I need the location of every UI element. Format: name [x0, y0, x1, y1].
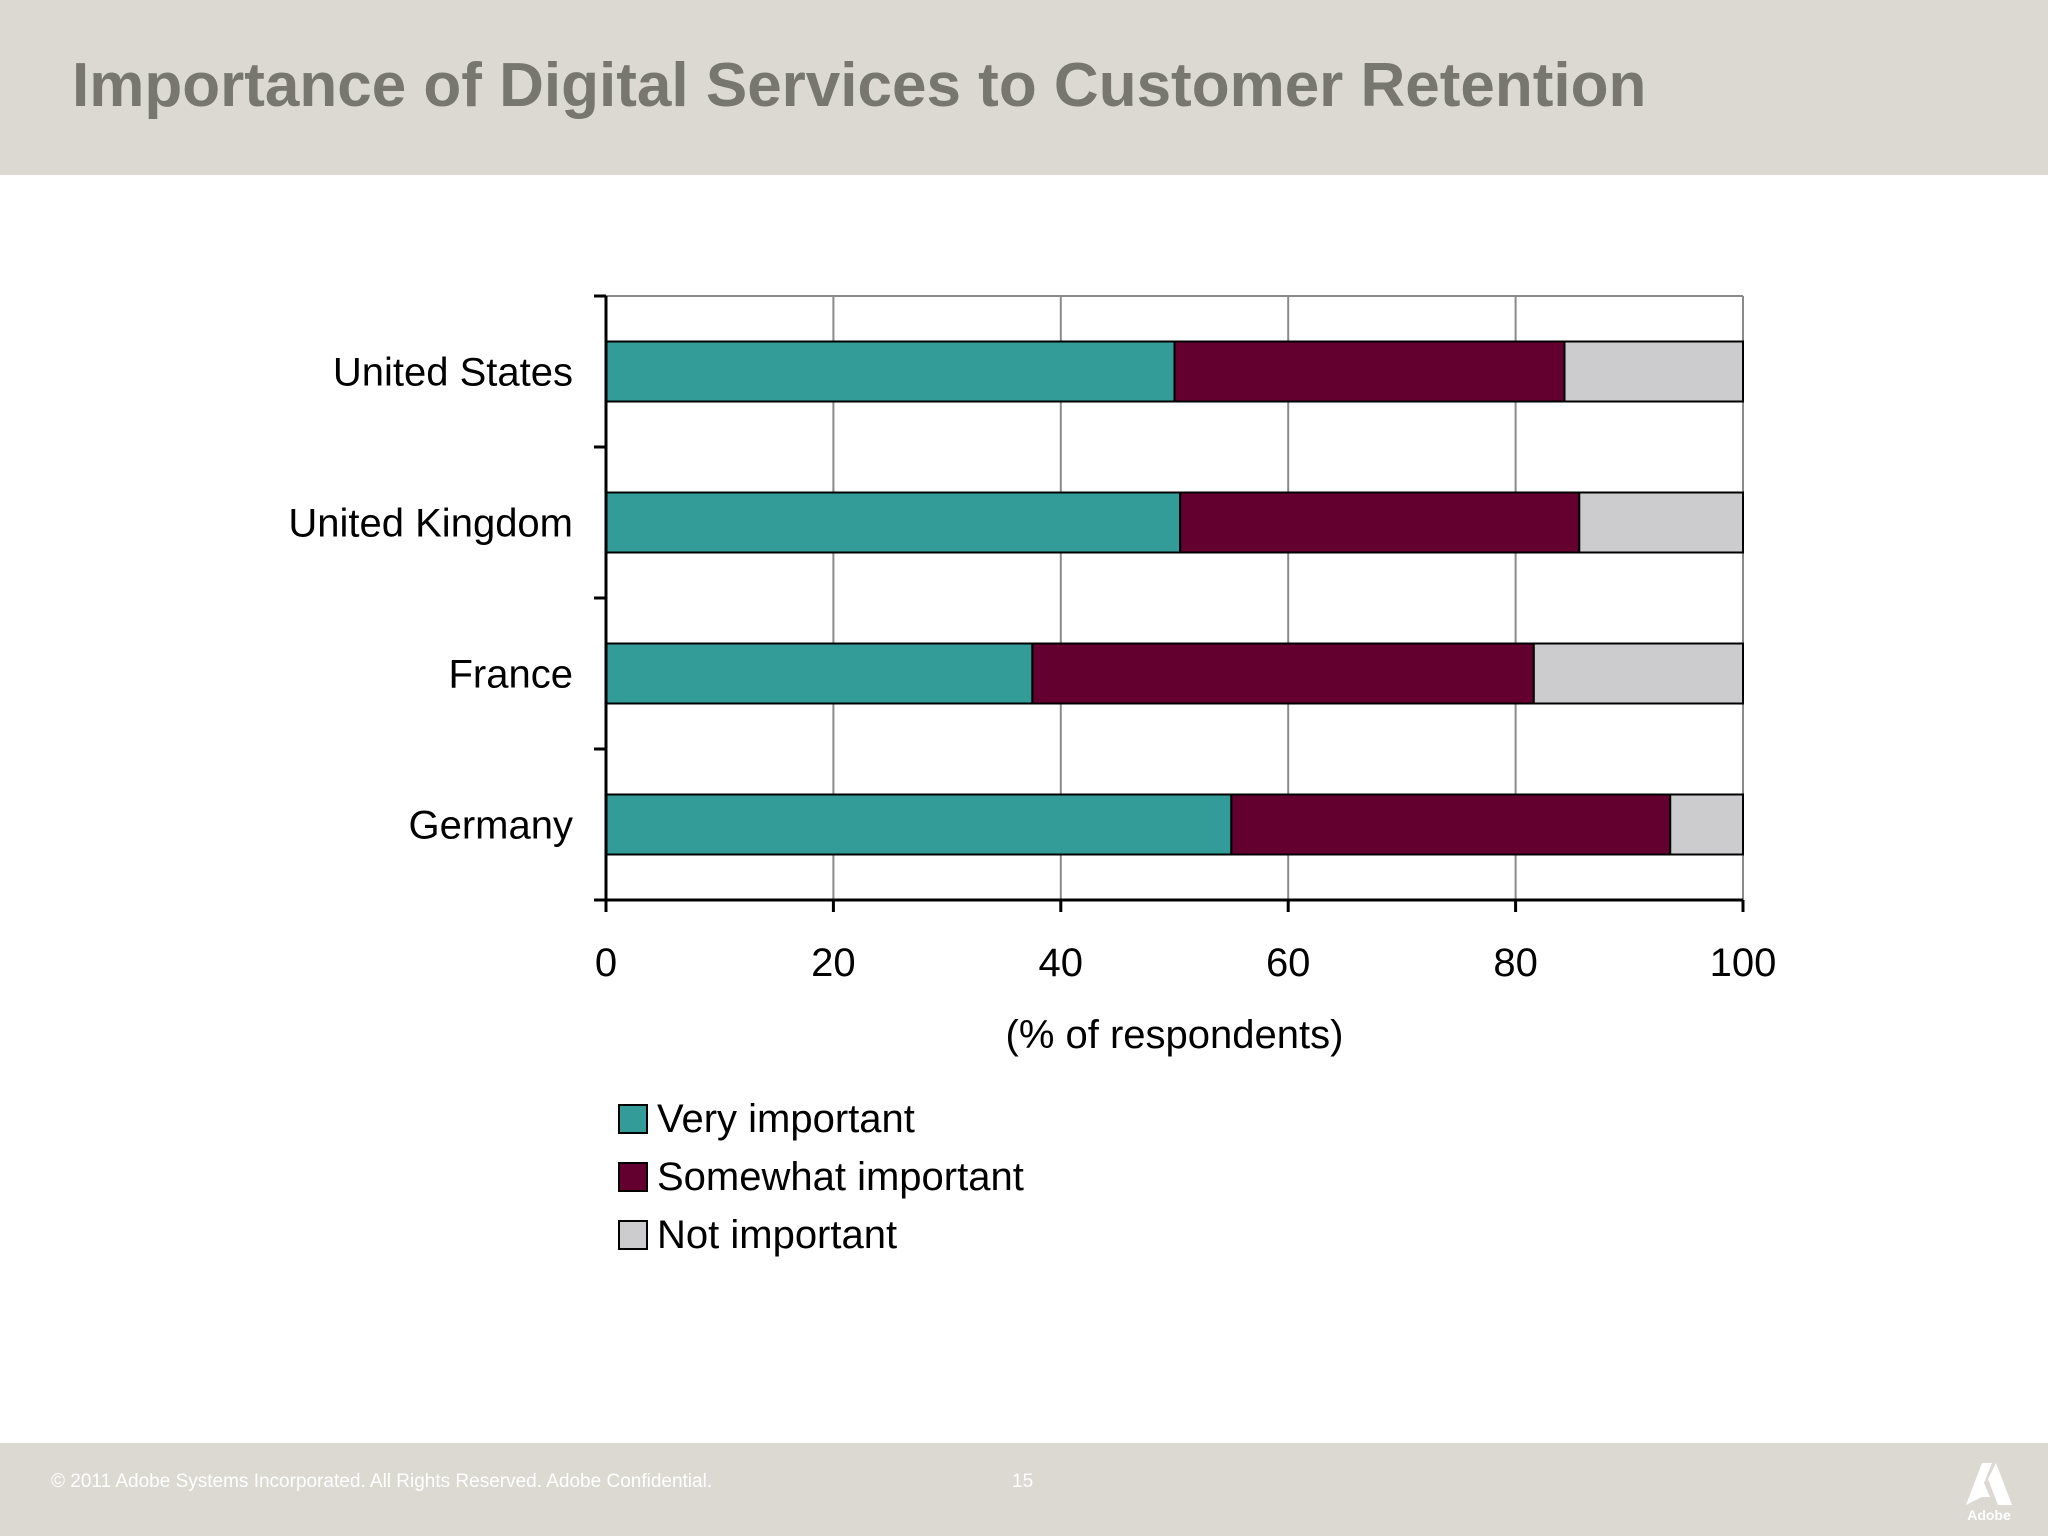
- category-label: United States: [333, 351, 573, 395]
- x-tick-label: 0: [595, 941, 617, 985]
- legend-label: Not important: [657, 1213, 897, 1257]
- bar-united-states-not-important: [1563, 340, 1744, 403]
- category-label: France: [449, 653, 574, 697]
- category-label: Germany: [409, 804, 574, 848]
- bar-united-kingdom-not-important: [1578, 491, 1744, 554]
- legend-swatch: [618, 1162, 648, 1192]
- bar-france-very-important: [605, 642, 1034, 705]
- legend-label: Very important: [657, 1097, 915, 1141]
- copyright-text: © 2011 Adobe Systems Incorporated. All R…: [51, 1471, 713, 1492]
- bar-france-somewhat-important: [1031, 642, 1535, 705]
- legend-label: Somewhat important: [657, 1155, 1024, 1199]
- x-tick-label: 40: [1039, 941, 1084, 985]
- bar-france-not-important: [1532, 642, 1744, 705]
- bar-germany-very-important: [605, 793, 1233, 856]
- legend-swatch: [618, 1220, 648, 1250]
- bar-united-states-very-important: [605, 340, 1176, 403]
- x-tick-label: 20: [811, 941, 856, 985]
- category-label: United Kingdom: [288, 502, 573, 546]
- adobe-logo-icon: Adobe: [1962, 1461, 2016, 1527]
- legend-swatch: [618, 1104, 648, 1134]
- x-tick-label: 100: [1710, 941, 1777, 985]
- bar-germany-somewhat-important: [1230, 793, 1672, 856]
- bar-united-kingdom-somewhat-important: [1179, 491, 1581, 554]
- bar-germany-not-important: [1669, 793, 1745, 856]
- bar-united-states-somewhat-important: [1173, 340, 1566, 403]
- slide-footer: © 2011 Adobe Systems Incorporated. All R…: [0, 1443, 2048, 1536]
- slide-header: Importance of Digital Services to Custom…: [0, 0, 2048, 175]
- slide-title: Importance of Digital Services to Custom…: [72, 51, 1647, 120]
- bar-united-kingdom-very-important: [605, 491, 1182, 554]
- x-tick-label: 60: [1266, 941, 1311, 985]
- logo-text: Adobe: [1967, 1507, 2011, 1523]
- x-axis-title: (% of respondents): [1006, 1013, 1344, 1057]
- page-number: 15: [1012, 1471, 1034, 1492]
- x-tick-label: 80: [1493, 941, 1538, 985]
- stacked-bar-chart: United States United Kingdom France Germany…: [288, 294, 1777, 1257]
